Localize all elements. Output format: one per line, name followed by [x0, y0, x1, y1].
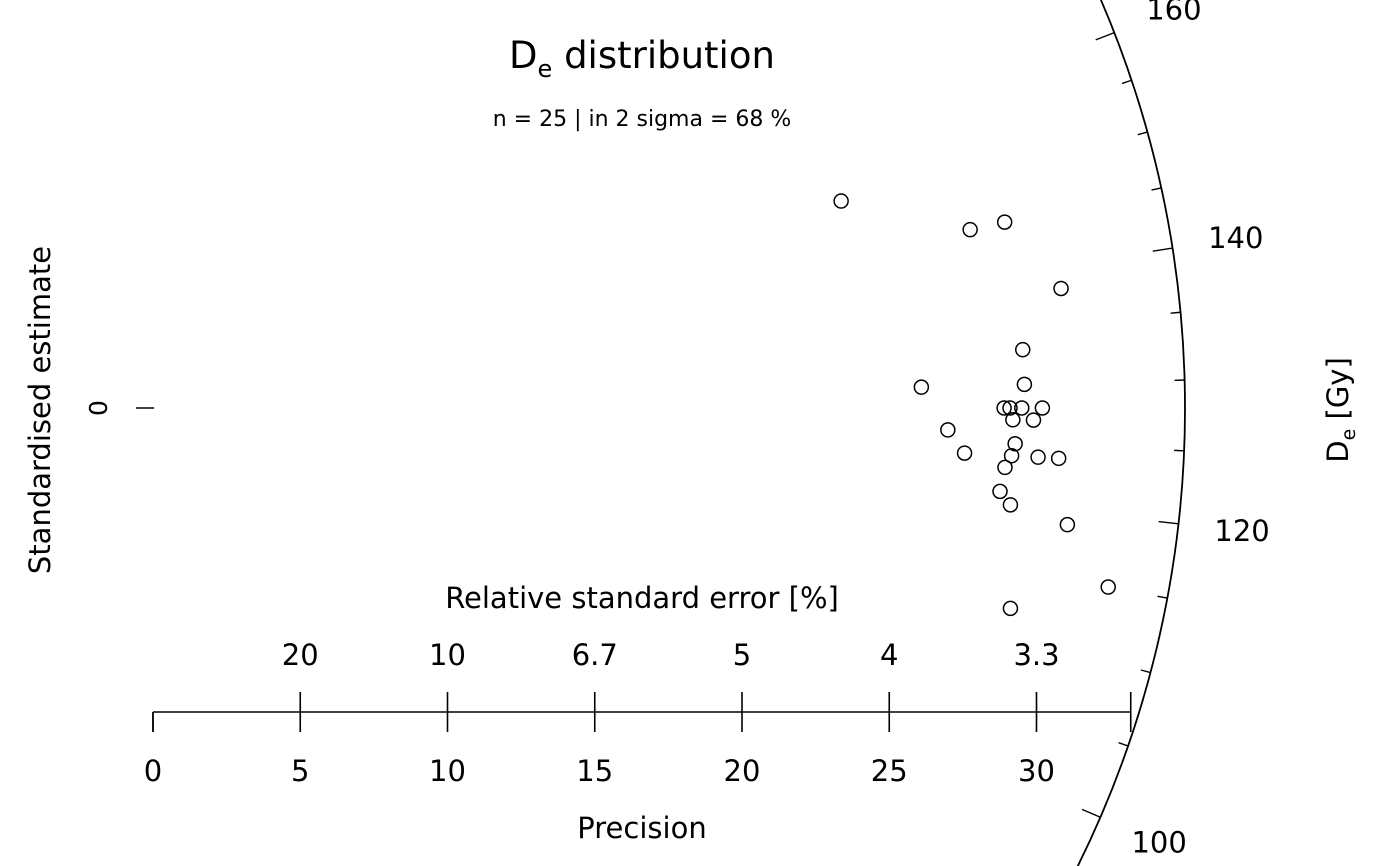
z-axis-label-main: D [1321, 440, 1355, 462]
data-point-0 [833, 193, 849, 209]
chart-title-main: D [509, 34, 538, 77]
x-tick-label-3: 15 [576, 754, 613, 788]
data-points [833, 193, 1116, 617]
data-point-11 [1003, 447, 1020, 464]
data-point-17 [1025, 412, 1042, 428]
data-point-24 [1100, 579, 1116, 595]
chart-title-rest: distribution [552, 34, 775, 77]
rse-tick-label-4: 4 [880, 638, 898, 672]
rse-tick-label-0: 20 [282, 638, 319, 672]
z-tick-major-9 [1152, 247, 1173, 252]
y-axis-label: Standardised estimate [23, 246, 57, 574]
x-tick-label-5: 25 [871, 754, 908, 788]
data-point-2 [940, 422, 956, 438]
x-tick-label-2: 10 [429, 754, 466, 788]
z-tick-major-13 [1095, 31, 1115, 41]
z-tick-label-2: 140 [1208, 221, 1263, 255]
z-tick-label-3: 160 [1146, 0, 1201, 26]
z-axis-label-rest: [Gy] [1321, 357, 1355, 428]
rse-ticks: 20 10 6.7 5 4 3.3 [152, 638, 1060, 732]
z-tick-major-1 [1081, 808, 1101, 818]
z-tick-label-0: 100 [1131, 826, 1186, 860]
x-ticks: 0 5 10 15 20 25 30 [144, 692, 1132, 788]
data-point-9 [1005, 412, 1021, 428]
data-point-14 [1015, 341, 1031, 358]
data-point-5 [996, 400, 1012, 416]
z-tick-minor-10 [1151, 187, 1162, 191]
rse-tick-label-2: 6.7 [572, 638, 618, 672]
z-tick-minor-12 [1121, 79, 1132, 85]
z-axis-label-subscript: e [1338, 429, 1360, 441]
z-axis: 100120140160180 [1076, 0, 1270, 866]
rse-tick-label-5: 3.3 [1013, 638, 1059, 672]
data-point-10 [1007, 436, 1023, 452]
data-point-12 [1002, 497, 1019, 513]
data-point-7 [992, 483, 1008, 500]
data-point-3 [956, 445, 973, 461]
x-tick-label-6: 30 [1018, 754, 1055, 788]
z-axis-arc [1076, 0, 1186, 866]
z-axis-label: De [Gy] [1321, 357, 1360, 463]
data-point-15 [1016, 376, 1033, 393]
z-tick-minor-2 [1118, 742, 1129, 747]
data-point-8 [1002, 400, 1018, 416]
data-point-1 [913, 379, 930, 395]
data-point-20 [1034, 400, 1051, 416]
data-point-22 [1053, 280, 1069, 297]
x-axis-label: Precision [577, 811, 706, 845]
chart-title: De distribution [509, 34, 775, 83]
rse-axis-label: Relative standard error [%] [445, 581, 839, 615]
z-tick-minor-11 [1137, 131, 1148, 136]
data-point-13 [996, 214, 1013, 230]
data-point-21 [1050, 450, 1067, 467]
x-tick-label-0: 0 [144, 754, 162, 788]
data-point-16 [1014, 400, 1030, 416]
z-tick-minor-3 [1140, 669, 1151, 674]
x-tick-label-4: 20 [724, 754, 761, 788]
z-tick-minor-8 [1170, 311, 1181, 314]
z-tick-label-1: 120 [1214, 514, 1269, 548]
data-point-18 [1002, 600, 1019, 617]
data-point-6 [997, 459, 1013, 476]
chart-subtitle: n = 25 | in 2 sigma = 68 % [493, 107, 792, 132]
y-tick-label-0: 0 [84, 400, 113, 416]
data-point-19 [1030, 449, 1046, 465]
rse-tick-label-1: 10 [429, 638, 466, 672]
data-point-4 [962, 221, 978, 238]
z-tick-minor-4 [1157, 595, 1168, 599]
data-point-23 [1059, 516, 1076, 533]
z-tick-major-5 [1158, 520, 1179, 525]
chart-title-subscript: e [538, 55, 553, 83]
rse-tick-label-3: 5 [733, 638, 751, 672]
x-tick-label-1: 5 [291, 754, 309, 788]
